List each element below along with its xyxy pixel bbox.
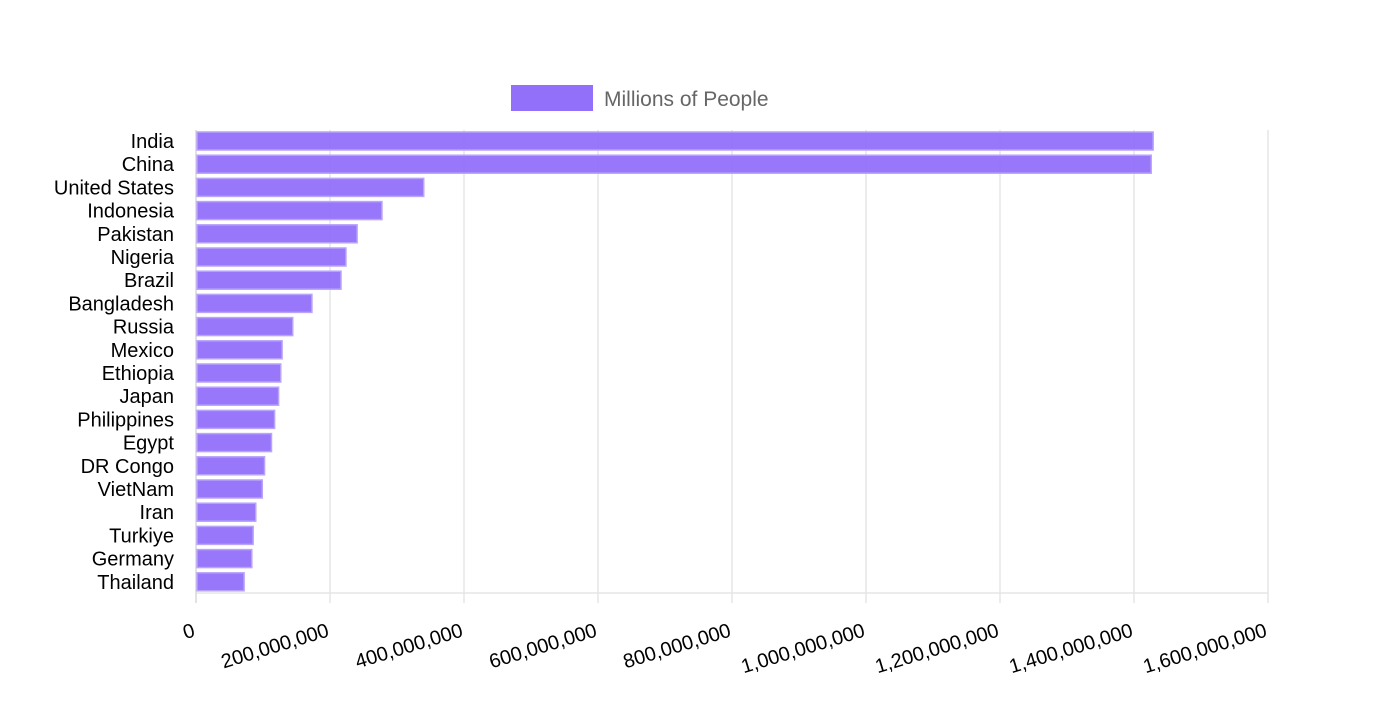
bar[interactable]	[196, 177, 425, 198]
category-label: China	[122, 154, 175, 176]
bar[interactable]	[196, 456, 266, 476]
bar[interactable]	[196, 363, 282, 383]
category-label: Egypt	[123, 433, 175, 455]
category-label: Russia	[113, 317, 175, 339]
bar[interactable]	[196, 224, 358, 244]
x-tick-label: 200,000,000	[219, 620, 332, 674]
bar[interactable]	[196, 316, 294, 337]
category-label: Turkiye	[109, 525, 174, 547]
bar[interactable]	[196, 479, 264, 499]
bar[interactable]	[196, 572, 245, 592]
category-label: Germany	[92, 549, 174, 571]
legend-label: Millions of People	[604, 88, 769, 111]
category-label: Philippines	[77, 409, 174, 431]
bar[interactable]	[196, 409, 276, 430]
category-label: Mexico	[111, 340, 174, 362]
x-tick-label: 600,000,000	[487, 620, 600, 674]
category-label: Thailand	[97, 572, 174, 594]
bar[interactable]	[196, 502, 257, 522]
bar[interactable]	[196, 340, 283, 360]
bar[interactable]	[196, 293, 313, 314]
x-tick-label: 1,000,000,000	[739, 620, 868, 678]
bar[interactable]	[196, 247, 347, 267]
bar[interactable]	[196, 200, 383, 221]
bar[interactable]	[196, 270, 342, 290]
bar[interactable]	[196, 386, 280, 406]
bars	[196, 131, 1154, 592]
x-tick-label: 400,000,000	[353, 620, 466, 674]
category-label: Nigeria	[111, 247, 175, 269]
x-tick-label: 800,000,000	[621, 620, 734, 674]
category-label: Bangladesh	[68, 293, 174, 315]
x-tick-label: 1,200,000,000	[873, 620, 1002, 678]
bar[interactable]	[196, 154, 1152, 174]
category-label: Japan	[120, 386, 175, 408]
legend[interactable]: Millions of People	[511, 85, 769, 111]
category-label: Pakistan	[97, 224, 174, 246]
category-label: VietNam	[98, 479, 174, 501]
category-label: India	[131, 131, 175, 153]
category-label: Brazil	[124, 270, 174, 292]
category-label: United States	[54, 177, 174, 199]
category-label: Iran	[140, 502, 174, 524]
x-tick-label: 1,400,000,000	[1007, 620, 1136, 678]
bar[interactable]	[196, 432, 273, 453]
category-label: Ethiopia	[102, 363, 175, 385]
bar[interactable]	[196, 131, 1154, 151]
x-axis-tick-labels: 0 200,000,000 400,000,000 600,000,000 800,00…	[180, 620, 1269, 678]
bar[interactable]	[196, 525, 254, 546]
x-tick-label: 0	[180, 620, 197, 644]
category-label: Indonesia	[87, 201, 175, 223]
category-label: DR Congo	[81, 456, 174, 478]
legend-swatch	[511, 85, 593, 111]
x-tick-label: 1,600,000,000	[1141, 620, 1270, 678]
bar[interactable]	[196, 548, 253, 569]
